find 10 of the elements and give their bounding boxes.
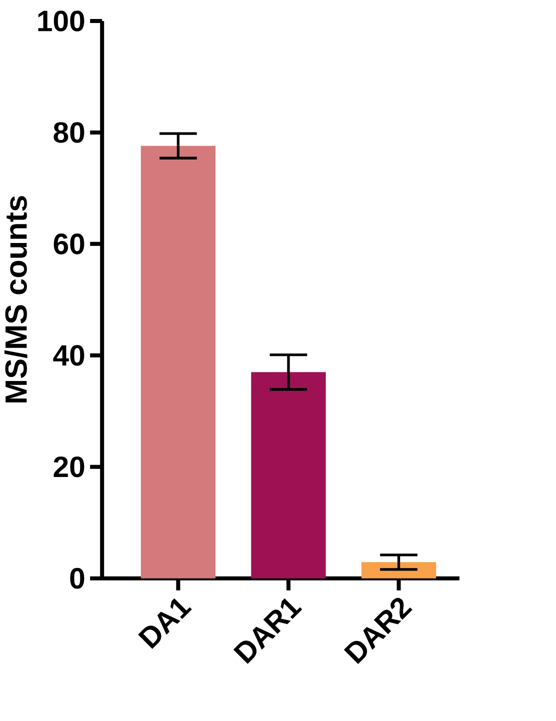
y-tick-label: 20 [54,456,84,478]
y-tick-label: 60 [54,234,84,254]
bar [251,372,326,578]
bar [141,146,216,578]
y-tick-label: 80 [54,122,84,143]
bar [362,562,436,578]
y-tick-label: 100 [38,10,84,32]
y-tick-label: 40 [53,345,84,366]
y-axis-title: MS/MS counts [4,196,28,402]
y-tick-label: 0 [70,568,84,589]
